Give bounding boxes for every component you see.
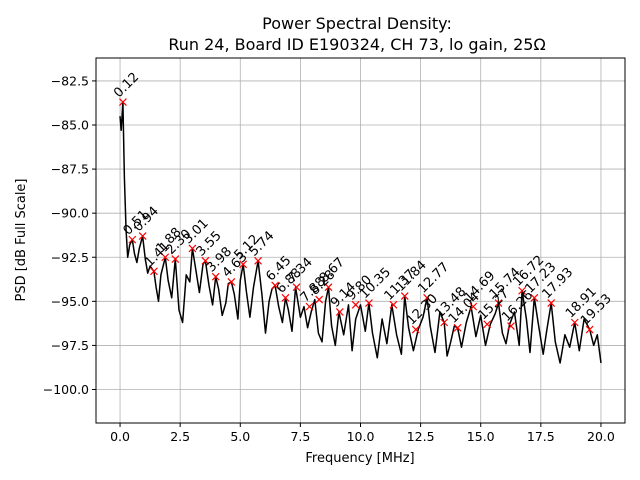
peak-marker [440,318,449,327]
y-tick-label: −100.0 [43,382,89,397]
peak-markers [119,98,594,334]
peak-marker [570,318,579,327]
x-tick-label: 20.0 [587,429,615,444]
y-tick-label: −85.0 [51,118,89,133]
peak-marker [271,281,280,290]
peak-marker [281,293,290,302]
plot-frame [95,57,626,424]
x-tick-label: 17.5 [527,429,555,444]
y-tick-label: −90.0 [51,206,89,221]
peak-marker [201,256,210,265]
peak-marker [507,322,515,330]
peak-marker [239,260,248,269]
x-tick-label: 7.5 [290,429,310,444]
peak-marker [211,272,220,281]
x-tick-label: 12.5 [407,429,435,444]
peak-marker [227,278,236,286]
peak-marker [171,255,180,263]
peak-marker [351,300,360,309]
peak-marker [389,300,398,309]
peak-marker [483,320,492,329]
psd-line [119,101,602,364]
peak-marker [400,292,409,300]
peak-marker [547,299,556,308]
x-tick-label: 2.5 [170,429,190,444]
x-axis-label: Frequency [MHz] [305,451,414,466]
y-tick-label: −82.5 [51,73,89,88]
peak-marker [518,286,527,295]
x-tick-label: 0.0 [110,429,130,444]
psd-series [119,101,602,364]
peak-marker [494,299,503,308]
chart-title: Power Spectral Density: [262,14,452,33]
peak-marker [585,325,594,334]
peak-marker [530,293,539,302]
peak-marker [315,295,324,304]
x-axis-ticks: 0.0 2.5 5.0 7.5 10.0 12.5 15.0 17.5 20.0 [110,423,615,444]
x-tick-label: 10.0 [347,429,375,444]
peak-marker [150,267,158,276]
y-tick-label: −92.5 [51,250,89,265]
y-axis-ticks: −82.5 −85.0 −87.5 −90.0 −92.5 −95.0 −97.5 −100.… [43,73,96,397]
peak-marker [305,302,314,311]
peak-marker [364,299,373,308]
peak-marker [119,98,127,107]
y-tick-label: −87.5 [51,162,89,177]
peak-marker [335,307,344,316]
peak-marker [188,244,197,253]
chart-subtitle: Run 24, Board ID E190324, CH 73, lo gain… [168,35,545,54]
peak-marker [411,325,420,334]
peak-marker [138,232,147,241]
grid [96,58,625,423]
peak-marker [254,256,262,265]
y-tick-label: −95.0 [51,294,89,309]
peak-marker [324,283,333,292]
peak-marker [292,283,301,292]
peak-label: 0.94 [131,204,162,235]
peak-labels: 0.120.510.941.411.882.303.013.553.984.63… [111,70,615,328]
peak-marker [453,323,462,332]
y-tick-label: −97.5 [51,338,89,353]
peak-marker [469,302,478,311]
peak-marker [161,253,170,262]
peak-label: 0.12 [111,70,142,101]
y-axis-label: PSD [dB Full Scale] [14,178,29,301]
x-tick-label: 5.0 [230,429,250,444]
x-tick-label: 15.0 [467,429,495,444]
peak-marker [423,293,432,302]
peak-marker [128,235,137,244]
